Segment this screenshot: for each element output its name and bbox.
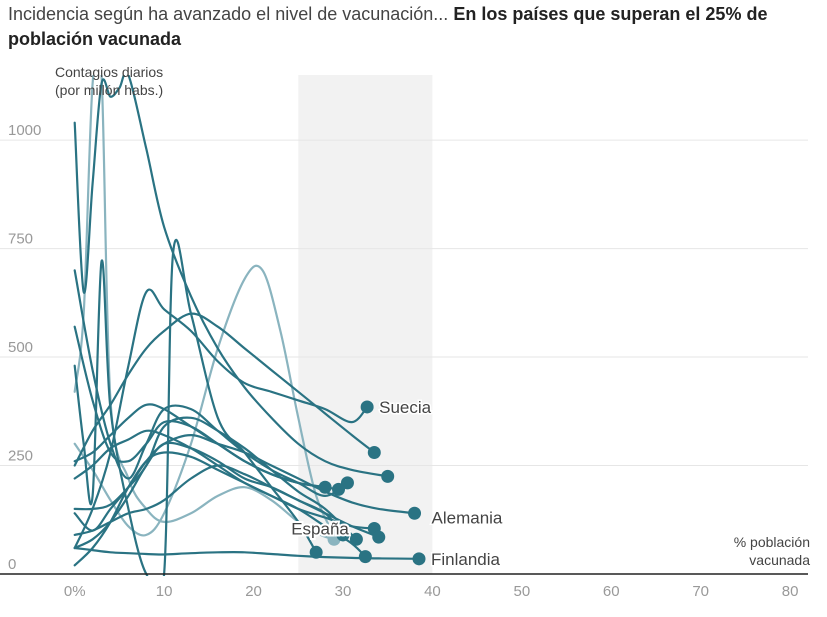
grid-layer [0,139,808,467]
series-line [73,464,380,539]
axis-layer: 0 250 500 750 1000 Contagios diarios (por mill… [0,64,810,600]
series-line [73,264,336,537]
y-tick-label: 0 [8,556,16,573]
series-endpoint [372,530,386,544]
series-endpoint [332,482,346,496]
series-line [73,288,369,550]
series-endpoint [412,552,426,566]
series-endpoint [360,400,374,414]
x-axis-title: % población [734,534,810,550]
chart-title-light: Incidencia según ha avanzado el nivel de… [8,4,449,24]
y-axis-title: Contagios diarios [55,64,163,80]
series-line [73,312,376,467]
x-tick-label: 50 [513,583,530,600]
series-endpoint [309,545,323,559]
series-label: Alemania [432,508,503,527]
series-endpoint [349,532,363,546]
series-label: España [291,519,349,538]
x-tick-label: 0% [64,583,86,600]
y-axis-title: (por millón habs.) [55,82,163,98]
series-line [73,75,336,541]
series-endpoint [336,528,350,542]
series-label: Suecia [379,398,432,417]
endpoint-layer [309,400,426,566]
series-line [73,429,376,530]
x-tick-label: 60 [603,583,620,600]
y-tick-label: 250 [8,448,33,465]
x-tick-label: 80 [782,583,799,600]
series-endpoint [327,528,341,542]
series-line [73,75,389,478]
series-endpoint [318,480,332,494]
x-tick-label: 30 [335,583,352,600]
series-endpoint [340,476,354,490]
x-tick-label: 70 [692,583,709,600]
series-line [73,416,358,541]
series-endpoint [381,469,395,483]
series-line [73,238,318,576]
chart-title: Incidencia según ha avanzado el nivel de… [8,2,820,52]
x-axis-title: vacunada [749,552,810,568]
series-endpoint [358,550,372,564]
series-label: Finlandia [431,550,501,569]
x-tick-label: 20 [245,583,262,600]
series-endpoint [408,506,422,520]
chart-title-bold: En los países que superan el 25% de pobl… [8,4,768,49]
y-tick-label: 500 [8,339,33,356]
label-layer: Suecia Alemania Finlandia España [289,396,504,570]
series-line [73,403,340,491]
x-tick-label: 40 [424,583,441,600]
series-endpoint [367,446,381,460]
y-tick-label: 1000 [8,122,41,139]
series-layer [73,75,421,576]
x-tick-label: 10 [156,583,173,600]
series-line [73,546,421,560]
y-tick-label: 750 [8,231,33,248]
